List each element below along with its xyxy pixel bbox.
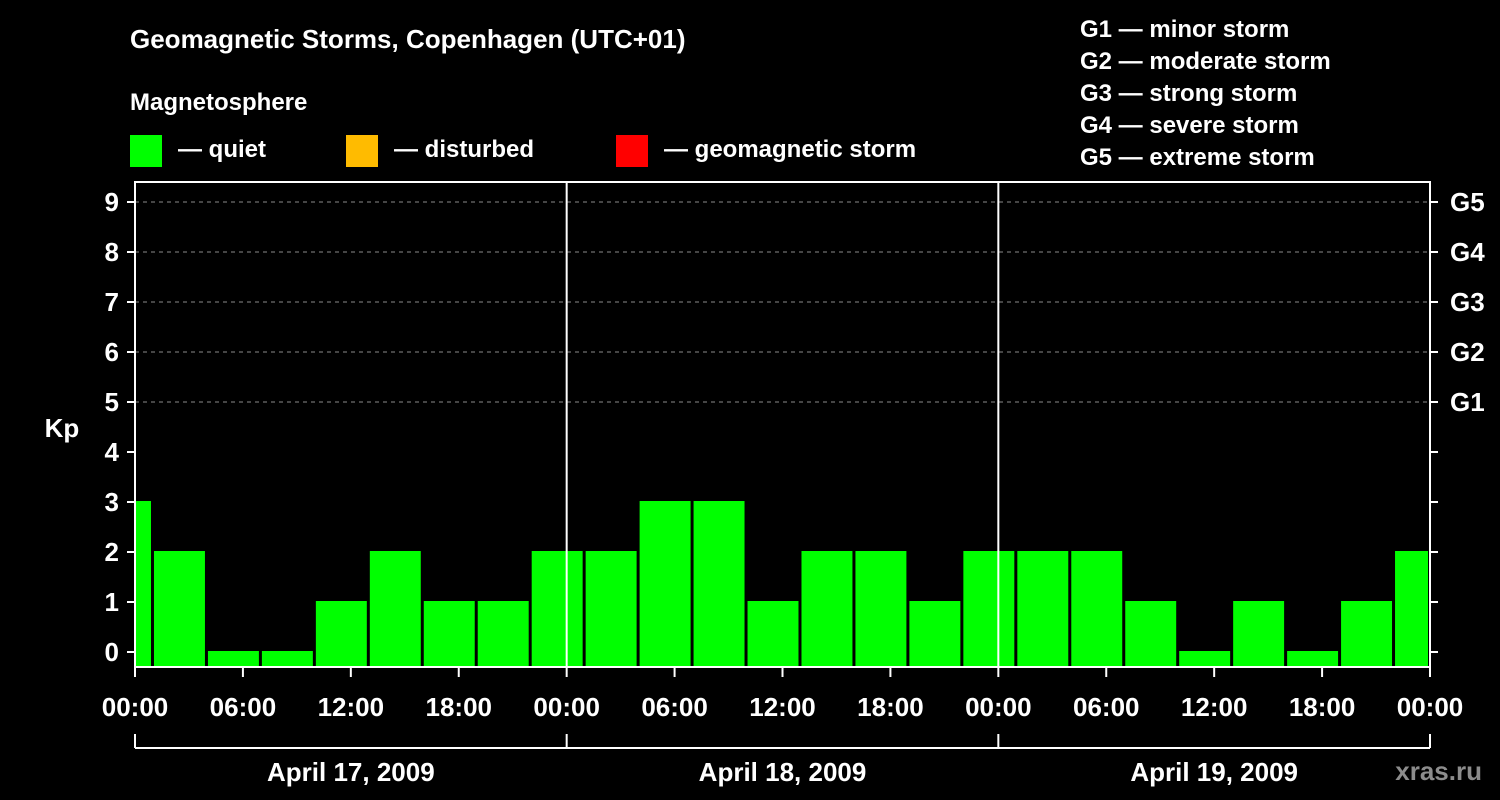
x-tick-label-8: 00:00 [965, 692, 1032, 722]
legend-title: Magnetosphere [130, 89, 307, 116]
g-legend-item-0: G1 — minor storm [1080, 16, 1289, 43]
x-tick-label-1: 06:00 [210, 692, 277, 722]
x-tick-label-10: 12:00 [1181, 692, 1248, 722]
x-tick-label-3: 18:00 [426, 692, 493, 722]
y-tick-label-1: 1 [105, 587, 119, 617]
bar-7 [477, 601, 529, 667]
day-label-2: April 19, 2009 [1130, 757, 1298, 787]
bar-3 [261, 651, 313, 667]
y-tick-label-2: 2 [105, 537, 119, 567]
bar-23 [1341, 601, 1393, 667]
bar-2 [207, 651, 259, 667]
bar-11 [693, 501, 745, 667]
bar-17 [1017, 551, 1069, 667]
bar-1 [153, 551, 205, 667]
legend-swatch-2 [616, 135, 648, 167]
y-tick-label-7: 7 [105, 287, 119, 317]
legend-label-1: — disturbed [394, 136, 534, 163]
g-legend-item-3: G4 — severe storm [1080, 112, 1299, 139]
y-tick-label-3: 3 [105, 487, 119, 517]
bar-22 [1287, 651, 1339, 667]
x-tick-label-6: 12:00 [749, 692, 816, 722]
g-legend-item-4: G5 — extreme storm [1080, 144, 1315, 171]
bars [136, 501, 1428, 667]
bar-19 [1125, 601, 1177, 667]
x-tick-label-2: 12:00 [318, 692, 385, 722]
watermark: xras.ru [1395, 756, 1482, 786]
bar-20 [1179, 651, 1231, 667]
legend-swatch-0 [130, 135, 162, 167]
legend-swatch-1 [346, 135, 378, 167]
bar-12 [747, 601, 799, 667]
right-tick-label-G2: G2 [1450, 337, 1485, 367]
g-scale-legend: G1 — minor storm G2 — moderate storm G3 — … [1080, 16, 1331, 171]
x-tick-label-9: 06:00 [1073, 692, 1140, 722]
bar-16 [963, 551, 1015, 667]
gridlines [135, 201, 1430, 403]
bar-10 [639, 501, 691, 667]
bar-4 [315, 601, 367, 667]
y-tick-label-5: 5 [105, 387, 119, 417]
x-tick-label-12: 00:00 [1397, 692, 1464, 722]
y-tick-label-4: 4 [105, 437, 120, 467]
x-tick-label-4: 00:00 [533, 692, 600, 722]
legend-label-2: — geomagnetic storm [664, 136, 916, 163]
day-label-1: April 18, 2009 [699, 757, 867, 787]
y-tick-label-6: 6 [105, 337, 119, 367]
right-tick-label-G5: G5 [1450, 187, 1485, 217]
bar-21 [1233, 601, 1285, 667]
y-axis-label: Kp [45, 413, 80, 443]
g-legend-item-1: G2 — moderate storm [1080, 48, 1331, 75]
plot-frame [134, 181, 1431, 668]
axes: 0 1 2 3 4 5 6 7 8 9 G1 G2 G3 G4 G5 00:00 06:00 12:00 18:00… [102, 181, 1485, 787]
bar-13 [801, 551, 853, 667]
y-tick-label-0: 0 [105, 637, 119, 667]
day-label-0: April 17, 2009 [267, 757, 435, 787]
right-tick-label-G1: G1 [1450, 387, 1485, 417]
bar-5 [369, 551, 421, 667]
x-tick-label-7: 18:00 [857, 692, 924, 722]
bar-15 [909, 601, 961, 667]
bar-0 [136, 501, 151, 667]
bar-8 [531, 551, 583, 667]
x-tick-label-0: 00:00 [102, 692, 169, 722]
y-tick-label-9: 9 [105, 187, 119, 217]
color-legend: — quiet — disturbed — geomagnetic storm [130, 135, 916, 167]
chart-title: Geomagnetic Storms, Copenhagen (UTC+01) [130, 24, 685, 54]
right-tick-label-G3: G3 [1450, 287, 1485, 317]
g-legend-item-2: G3 — strong storm [1080, 80, 1297, 107]
right-tick-label-G4: G4 [1450, 237, 1485, 267]
x-tick-label-11: 18:00 [1289, 692, 1356, 722]
bar-18 [1071, 551, 1123, 667]
bar-9 [585, 551, 637, 667]
bar-24 [1395, 551, 1428, 667]
bar-14 [855, 551, 907, 667]
y-tick-label-8: 8 [105, 237, 119, 267]
x-tick-label-5: 06:00 [641, 692, 708, 722]
bar-6 [423, 601, 475, 667]
legend-label-0: — quiet [178, 136, 266, 163]
